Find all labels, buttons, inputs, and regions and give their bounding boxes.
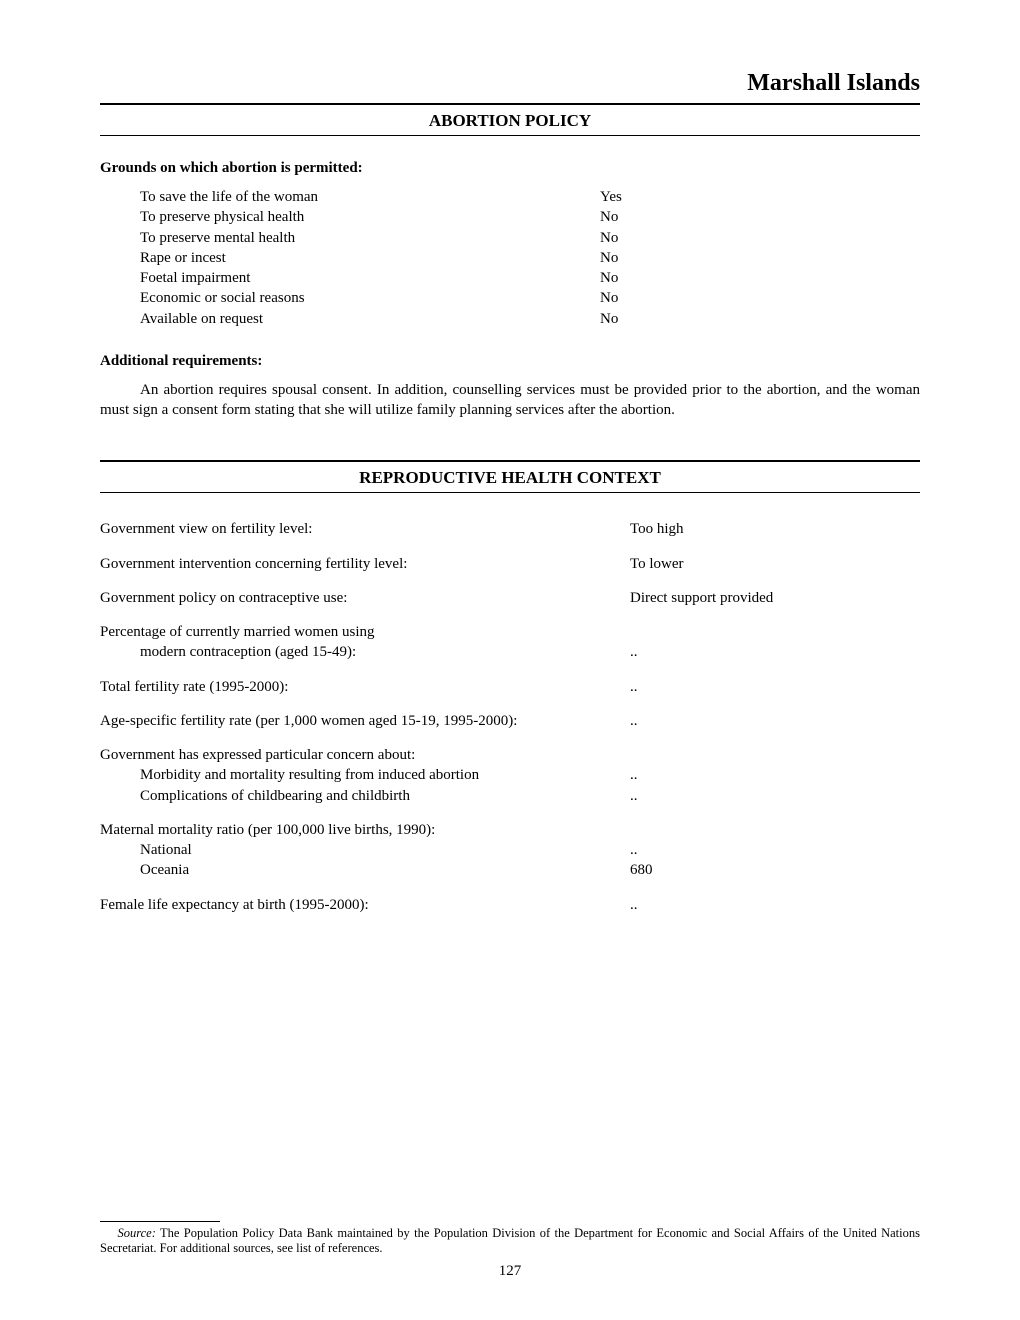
context-sublabel: modern contraception (aged 15-49): xyxy=(100,642,630,662)
context-value: .. xyxy=(630,677,920,697)
context-value: .. xyxy=(630,765,920,785)
grounds-label: Foetal impairment xyxy=(140,268,600,288)
context-label: Government policy on contraceptive use: xyxy=(100,588,630,608)
grounds-value: No xyxy=(600,309,740,329)
context-label: Female life expectancy at birth (1995-20… xyxy=(100,895,630,915)
context-row: Government policy on contraceptive use: … xyxy=(100,588,920,608)
context-value: Too high xyxy=(630,519,920,539)
context-value: .. xyxy=(630,786,920,806)
page-number: 127 xyxy=(100,1263,920,1280)
context-value: Direct support provided xyxy=(630,588,920,608)
context-row: Total fertility rate (1995-2000): .. xyxy=(100,677,920,697)
grounds-row: To save the life of the woman Yes xyxy=(140,187,740,207)
context-sublabel: Complications of childbearing and childb… xyxy=(100,786,630,806)
grounds-value: No xyxy=(600,228,740,248)
context-label: Total fertility rate (1995-2000): xyxy=(100,677,630,697)
country-title: Marshall Islands xyxy=(100,70,920,97)
footnote-source-label: Source: xyxy=(117,1226,155,1240)
grounds-label: Rape or incest xyxy=(140,248,600,268)
context-value: 680 xyxy=(630,860,920,880)
footnote-rule xyxy=(100,1221,220,1222)
grounds-label: Available on request xyxy=(140,309,600,329)
grounds-row: Economic or social reasons No xyxy=(140,288,740,308)
context-block: Government view on fertility level: Too … xyxy=(100,519,920,915)
rule-section1 xyxy=(100,135,920,136)
context-label: Government intervention concerning ferti… xyxy=(100,554,630,574)
grounds-value: No xyxy=(600,268,740,288)
grounds-table: To save the life of the woman Yes To pre… xyxy=(140,187,740,329)
grounds-value: No xyxy=(600,288,740,308)
grounds-label: To save the life of the woman xyxy=(140,187,600,207)
footnote-text: The Population Policy Data Bank maintain… xyxy=(100,1226,920,1256)
grounds-row: Foetal impairment No xyxy=(140,268,740,288)
context-sublabel: National xyxy=(100,840,630,860)
section2-title: REPRODUCTIVE HEALTH CONTEXT xyxy=(100,462,920,492)
grounds-value: Yes xyxy=(600,187,740,207)
grounds-row: To preserve mental health No xyxy=(140,228,740,248)
additional-heading: Additional requirements: xyxy=(100,353,920,370)
context-label: Government has expressed particular conc… xyxy=(100,745,920,765)
context-row: Government view on fertility level: Too … xyxy=(100,519,920,539)
rule-section2-bottom xyxy=(100,492,920,493)
context-sublabel: Oceania xyxy=(100,860,630,880)
context-value: .. xyxy=(630,895,920,915)
context-row: Age-specific fertility rate (per 1,000 w… xyxy=(100,711,920,731)
context-value: .. xyxy=(630,711,920,731)
grounds-row: To preserve physical health No xyxy=(140,207,740,227)
page-footer: Source: The Population Policy Data Bank … xyxy=(100,1221,920,1280)
grounds-value: No xyxy=(600,248,740,268)
context-value: To lower xyxy=(630,554,920,574)
context-label: Maternal mortality ratio (per 100,000 li… xyxy=(100,820,920,840)
context-multirow: Government has expressed particular conc… xyxy=(100,745,920,806)
document-page: Marshall Islands ABORTION POLICY Grounds… xyxy=(0,0,1020,1320)
context-sublabel: Morbidity and mortality resulting from i… xyxy=(100,765,630,785)
context-label: Percentage of currently married women us… xyxy=(100,622,920,642)
grounds-heading: Grounds on which abortion is permitted: xyxy=(100,160,920,177)
section1-title: ABORTION POLICY xyxy=(100,105,920,135)
grounds-label: To preserve physical health xyxy=(140,207,600,227)
additional-text: An abortion requires spousal consent. In… xyxy=(100,380,920,421)
context-value: .. xyxy=(630,642,920,662)
grounds-label: To preserve mental health xyxy=(140,228,600,248)
context-multirow: Percentage of currently married women us… xyxy=(100,622,920,663)
context-row: Female life expectancy at birth (1995-20… xyxy=(100,895,920,915)
grounds-label: Economic or social reasons xyxy=(140,288,600,308)
grounds-value: No xyxy=(600,207,740,227)
context-row: Government intervention concerning ferti… xyxy=(100,554,920,574)
context-label: Government view on fertility level: xyxy=(100,519,630,539)
context-value: .. xyxy=(630,840,920,860)
grounds-row: Available on request No xyxy=(140,309,740,329)
context-label: Age-specific fertility rate (per 1,000 w… xyxy=(100,711,630,731)
footnote: Source: The Population Policy Data Bank … xyxy=(100,1226,920,1257)
grounds-row: Rape or incest No xyxy=(140,248,740,268)
context-multirow: Maternal mortality ratio (per 100,000 li… xyxy=(100,820,920,881)
